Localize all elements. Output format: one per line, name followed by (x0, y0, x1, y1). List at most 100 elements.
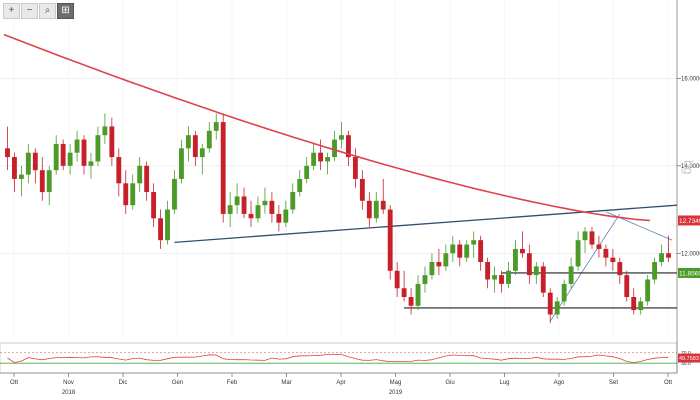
candle-body (137, 165, 143, 184)
price-panel (0, 0, 677, 336)
watermark: bg (681, 160, 696, 174)
trendline-rising (549, 213, 621, 322)
candle-body (568, 266, 574, 284)
x-tick-label: Dic (119, 380, 128, 386)
candle-body (533, 266, 539, 276)
candle-body (457, 244, 463, 258)
x-tick-label: Feb (227, 380, 238, 386)
candle-body (206, 130, 212, 149)
x-tick-label: Mag (390, 380, 402, 386)
zoom-out-icon[interactable]: − (21, 3, 38, 19)
candle-body (561, 283, 567, 302)
candle-body (18, 174, 24, 179)
candle-body (339, 135, 344, 140)
candle-body (352, 157, 358, 179)
crosshair-icon[interactable]: ⊞ (57, 3, 74, 19)
x-tick-label: Nov (63, 380, 74, 386)
candle-body (5, 148, 10, 158)
candle-body (554, 301, 560, 315)
candle-body (652, 262, 658, 280)
candle-body (283, 209, 289, 223)
candle-body (332, 139, 337, 158)
x-tick-label: Ago (554, 380, 565, 386)
candle-body (387, 209, 393, 271)
trendline-long (174, 204, 678, 243)
candle-body (506, 270, 511, 284)
candle-body (227, 205, 233, 214)
candle-body (25, 152, 31, 175)
candle-body (513, 248, 518, 271)
candle-body (408, 297, 414, 306)
candle-body (492, 275, 497, 280)
candle-body (443, 253, 449, 267)
candle-body (32, 152, 38, 171)
candle-body (575, 240, 581, 267)
candle-body (645, 279, 651, 302)
candle-body (478, 240, 484, 263)
year-label: 2019 (389, 390, 403, 396)
last-price-badge-bg (678, 267, 700, 278)
candle-body (102, 126, 108, 136)
candle-body (158, 218, 163, 241)
candle-body (39, 170, 45, 193)
candle-body (95, 135, 101, 162)
candle-body (471, 240, 477, 245)
rsi-tick-label: 30.0 (681, 361, 691, 367)
candle-body (151, 192, 157, 219)
chart-toolbar: + − ⌕ ⊞ (3, 3, 74, 19)
x-tick-label: Gen (172, 380, 183, 386)
candle-body (290, 192, 296, 210)
candle-body (638, 301, 644, 311)
candle-body (359, 178, 365, 201)
moving-average-line (3, 33, 651, 222)
rsi-value-badge: 49.7583 (679, 356, 699, 362)
candle-body (624, 275, 630, 298)
candle-body (269, 200, 275, 214)
candles-layer (5, 113, 671, 324)
candle-body (74, 139, 80, 153)
candle-body (603, 248, 609, 258)
y-tick-label: 16.0000 (681, 76, 700, 82)
candle-body (422, 275, 428, 284)
candle-body (46, 170, 52, 193)
candle-body (429, 262, 435, 276)
candle-body (582, 231, 588, 241)
candle-body (547, 292, 553, 315)
candle-body (116, 157, 122, 184)
candle-body (130, 183, 136, 206)
candle-body (53, 143, 59, 171)
candle-body (450, 244, 456, 254)
zoom-in-icon[interactable]: + (3, 3, 20, 19)
candle-body (60, 143, 66, 166)
rsi-layer: 70.030.049.7583 (0, 351, 700, 367)
candle-body (540, 266, 546, 293)
candle-body (318, 152, 324, 162)
candle-body (179, 148, 184, 179)
x-tick-label: Ott (664, 380, 672, 386)
candle-body (276, 213, 282, 223)
candle-body (213, 122, 219, 131)
candle-body (415, 283, 421, 306)
candle-body (185, 135, 191, 149)
candle-body (610, 257, 616, 263)
candle-body (234, 196, 240, 206)
candle-body (596, 244, 602, 249)
rsi-line (7, 354, 669, 364)
x-tick-label: Giu (445, 380, 454, 386)
candle-body (519, 248, 525, 254)
y-tick-label: 12.0000 (681, 251, 700, 257)
candle-body (88, 161, 94, 166)
x-tick-label: Ott (10, 380, 18, 386)
candle-body (12, 157, 17, 179)
last-price-badge: 11.8560 (679, 270, 700, 277)
candle-body (165, 209, 170, 241)
candle-body (144, 165, 150, 193)
x-tick-label: Lug (499, 380, 509, 386)
reset-icon[interactable]: ⌕ (39, 3, 56, 19)
ma-value-badge-bg (678, 215, 700, 226)
candle-body (81, 139, 87, 166)
candle-body (262, 200, 268, 206)
candle-body (526, 253, 532, 276)
candle-body (485, 262, 491, 280)
